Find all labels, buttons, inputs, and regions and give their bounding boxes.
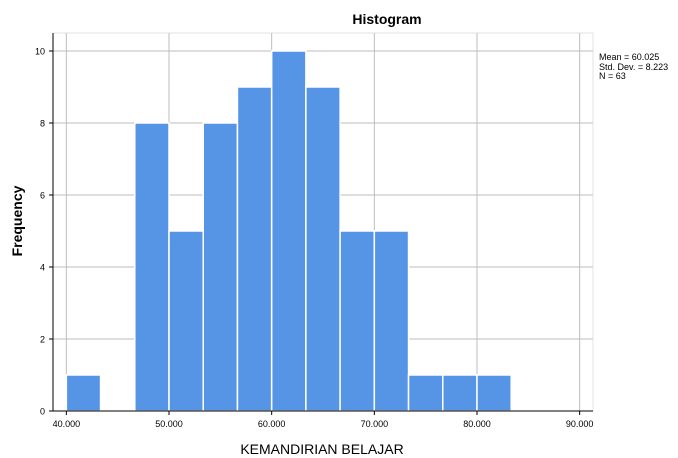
statistics-legend: Mean = 60.025 Std. Dev. = 8.223 N = 63: [599, 52, 669, 82]
chart-title: Histogram: [352, 11, 421, 27]
y-tick-label: 2: [40, 335, 45, 345]
histogram-bar: [270, 50, 307, 412]
histogram-bar: [65, 374, 102, 412]
x-tick-label: 40.000: [53, 419, 81, 429]
x-axis-ticks: 40.000 50.000 60.000 70.000 80.000 90.000: [53, 411, 594, 429]
y-tick-label: 8: [40, 119, 45, 129]
stat-mean: Mean = 60.025: [599, 52, 660, 62]
histogram-bar: [442, 374, 478, 412]
y-tick-label: 4: [40, 263, 45, 273]
y-tick-label: 10: [35, 47, 45, 57]
histogram-bars: [65, 50, 512, 412]
x-tick-label: 80.000: [463, 419, 491, 429]
axes: [52, 32, 594, 412]
x-axis-label: KEMANDIRIAN BELAJAR: [240, 441, 403, 457]
histogram-bar: [373, 230, 410, 412]
stat-n: N = 63: [599, 71, 626, 81]
y-axis-label: Frequency: [9, 185, 25, 256]
histogram-bar: [168, 230, 204, 412]
y-tick-label: 0: [40, 407, 45, 417]
histogram-bar: [134, 122, 170, 412]
stat-std-dev: Std. Dev. = 8.223: [599, 61, 669, 72]
histogram-bar: [236, 86, 273, 412]
histogram-bar: [407, 374, 444, 412]
x-tick-label: 70.000: [361, 419, 389, 429]
histogram-bar: [339, 230, 376, 412]
y-axis-ticks: 0 2 4 6 8 10: [35, 47, 53, 417]
histogram-bar: [305, 86, 341, 412]
x-tick-label: 50.000: [155, 419, 183, 429]
histogram-bar: [476, 374, 512, 412]
x-tick-label: 60.000: [258, 419, 286, 429]
x-tick-label: 90.000: [566, 419, 594, 429]
y-tick-label: 6: [40, 191, 45, 201]
histogram-bar: [202, 122, 239, 412]
